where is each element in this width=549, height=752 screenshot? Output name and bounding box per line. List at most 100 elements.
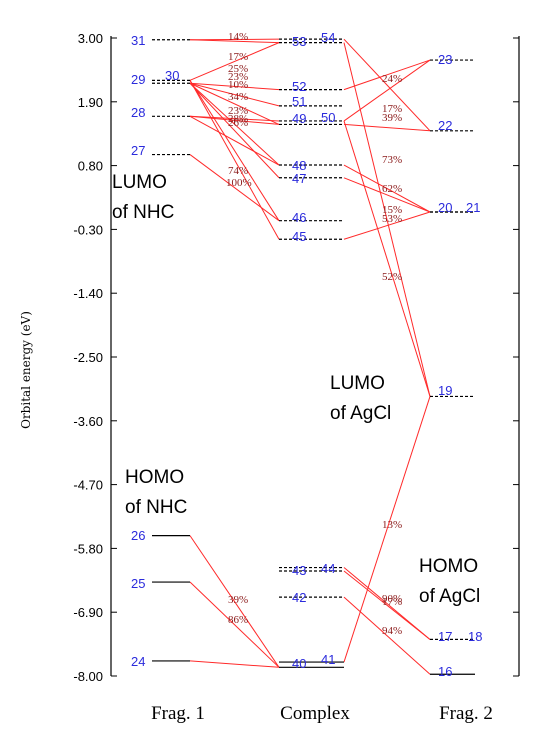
connector-line [189, 581, 280, 668]
orbital-number-52: 52 [292, 79, 306, 94]
connector-line [189, 38, 280, 41]
percentage-label: 10% [228, 79, 248, 91]
orbital-number-42: 42 [292, 590, 306, 605]
y-tick-label: -4.70 [73, 478, 103, 493]
connector-line [343, 567, 431, 640]
connector-line [189, 660, 280, 668]
connector-line [343, 164, 431, 213]
connector-line [189, 154, 280, 222]
orbital-number-23: 23 [438, 52, 452, 67]
frag2-label: Frag. 2 [439, 703, 493, 724]
lumo-agcl-line1: LUMO [330, 373, 385, 394]
orbital-number-50: 50 [321, 110, 335, 125]
orbital-number-16: 16 [438, 664, 452, 679]
complex-label: Complex [280, 703, 350, 724]
connector-line [189, 39, 280, 44]
connector-line [343, 120, 431, 397]
connector-line [343, 59, 431, 122]
y-tick-label: -0.30 [73, 222, 103, 237]
percentage-labels: 14%17%25%23%10%34%23%28%26%74%100%39%86%… [226, 31, 402, 637]
percentage-label: 39% [228, 594, 248, 606]
y-tick-label: -2.50 [73, 350, 103, 365]
y-tick-label: -3.60 [73, 414, 103, 429]
lumo-nhc-line2: of NHC [112, 202, 174, 223]
orbital-number-46: 46 [292, 210, 306, 225]
connector-line [189, 82, 280, 166]
connector-line [343, 38, 431, 132]
y-axis: 3.00 1.90 0.80 -0.30 -1.40 -2.50 -3.60 -4.70 -5.… [73, 31, 117, 684]
y-tick-label: -8.00 [73, 669, 103, 684]
connector-line [343, 211, 431, 240]
orbital-number-30: 30 [165, 68, 179, 83]
percentage-label: 100% [226, 177, 252, 189]
connector-lines [189, 38, 431, 675]
percentage-label: 23% [228, 71, 248, 83]
lumo-agcl-line2: of AgCl [330, 403, 391, 424]
connector-line [343, 59, 431, 91]
y-tick-label: -5.80 [73, 541, 103, 556]
connector-line [189, 80, 280, 240]
homo-agcl-line2: of AgCl [419, 586, 480, 607]
orbital-number-31: 31 [131, 33, 145, 48]
connector-line [189, 115, 280, 122]
homo-nhc-line1: HOMO [125, 467, 184, 488]
percentage-label: 17% [228, 51, 248, 63]
orbital-number-24: 24 [131, 654, 145, 669]
orbital-number-54: 54 [321, 30, 335, 45]
percentage-label: 52% [382, 271, 402, 283]
connector-line [189, 535, 280, 668]
percentage-label: 90% [382, 593, 402, 605]
percentage-label: 73% [382, 154, 402, 166]
orbital-number-47: 47 [292, 171, 306, 186]
y-tick-label: 1.90 [78, 95, 103, 110]
percentage-label: 23% [228, 105, 248, 117]
orbital-number-40: 40 [292, 656, 306, 671]
connector-line [189, 42, 280, 81]
percentage-label: 39% [382, 112, 402, 124]
connector-line [343, 123, 431, 132]
y-tick-label: 0.80 [78, 159, 103, 174]
connector-line [343, 396, 431, 663]
homo-nhc-line2: of NHC [125, 497, 187, 518]
orbital-number-17: 17 [438, 629, 452, 644]
orbital-levels: 3130292827262524545352515049484746454443… [131, 30, 482, 679]
orbital-number-19: 19 [438, 383, 452, 398]
orbital-number-53: 53 [292, 34, 306, 49]
orbital-number-25: 25 [131, 576, 145, 591]
orbital-number-28: 28 [131, 105, 145, 120]
y-tick-label: 3.00 [78, 31, 103, 46]
percentage-label: 53% [382, 213, 402, 225]
percentage-label: 14% [228, 31, 248, 43]
connector-line [343, 596, 431, 675]
y-tick-label: -1.40 [73, 286, 103, 301]
percentage-label: 62% [382, 183, 402, 195]
percentage-label: 17% [382, 103, 402, 115]
orbital-number-22: 22 [438, 118, 452, 133]
connector-line [343, 177, 431, 213]
orbital-number-26: 26 [131, 528, 145, 543]
percentage-label: 13% [382, 519, 402, 531]
percentage-label: 94% [382, 625, 402, 637]
percentage-label: 15% [382, 204, 402, 216]
connector-line [189, 115, 280, 125]
percentage-label: 28% [228, 113, 248, 125]
frag1-label: Frag. 1 [151, 703, 205, 724]
percentage-label: 17% [382, 596, 402, 608]
percentage-label: 34% [228, 91, 248, 103]
connector-line [343, 42, 431, 397]
orbital-number-21: 21 [466, 200, 480, 215]
percentage-label: 24% [382, 73, 402, 85]
percentage-label: 26% [228, 117, 248, 129]
orbital-number-51: 51 [292, 94, 306, 109]
y-tick-label: -6.90 [73, 605, 103, 620]
connector-line [189, 80, 280, 221]
orbital-number-20: 20 [438, 200, 452, 215]
connector-line [189, 82, 280, 179]
orbital-number-45: 45 [292, 229, 306, 244]
connector-line [189, 115, 280, 166]
y-axis-title: Orbital energy (eV) [19, 311, 33, 429]
orbital-number-41: 41 [321, 652, 335, 667]
orbital-number-48: 48 [292, 158, 306, 173]
orbital-number-44: 44 [321, 561, 335, 576]
